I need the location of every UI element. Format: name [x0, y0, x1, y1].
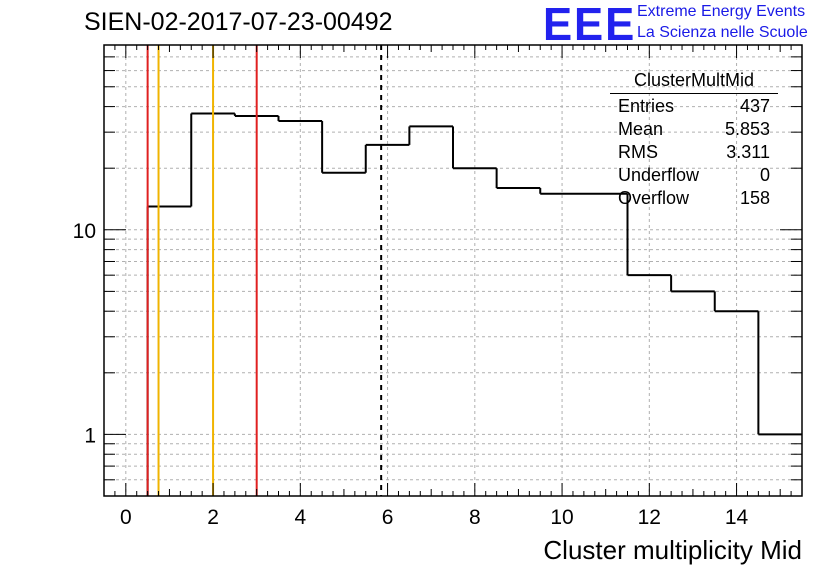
run-title: SIEN-02-2017-07-23-00492: [84, 8, 393, 36]
x-tick-label: 0: [120, 506, 132, 529]
logo-line-2: La Scienza nelle Scuole: [637, 24, 808, 41]
stats-label: Underflow: [618, 165, 700, 185]
stats-row-underflow: Underflow 0: [610, 164, 778, 187]
marker-lines: [146, 45, 383, 496]
stats-row-entries: Entries 437: [610, 95, 778, 118]
stats-title: ClusterMultMid: [610, 70, 778, 94]
stats-label: Overflow: [618, 188, 690, 208]
eee-logo: EEE: [543, 0, 637, 50]
stats-label: RMS: [618, 142, 658, 162]
y-tick-label: 10: [73, 220, 96, 243]
stats-label: Entries: [618, 96, 675, 116]
stats-value: 3.311: [726, 142, 770, 162]
axis-ticks: [103, 44, 803, 497]
tick-labels: 0 2 4 6 8 10 12 14 1 10: [73, 220, 749, 529]
x-tick-label: 8: [469, 506, 481, 529]
stats-value: 437: [739, 96, 770, 116]
x-tick-label: 2: [207, 506, 219, 529]
x-tick-label: 6: [382, 506, 394, 529]
x-tick-label: 14: [725, 506, 749, 529]
logo-line-1: Extreme Energy Events: [637, 3, 806, 20]
stats-row-overflow: Overflow 158: [610, 187, 778, 210]
stats-value: 158: [739, 188, 770, 208]
y-tick-label: 1: [84, 424, 96, 447]
x-tick-label: 12: [638, 506, 661, 529]
stats-row-mean: Mean 5.853: [610, 118, 778, 141]
stats-label: Mean: [618, 119, 664, 139]
x-axis-label: Cluster multiplicity Mid: [543, 535, 802, 565]
stats-box: ClusterMultMid Entries 437 Mean 5.853 RM…: [610, 70, 778, 210]
stats-value: 5.853: [724, 119, 770, 139]
stats-row-rms: RMS 3.311: [610, 141, 778, 164]
x-tick-label: 10: [550, 506, 573, 529]
stats-value: 0: [759, 165, 770, 185]
x-tick-label: 4: [294, 506, 306, 529]
